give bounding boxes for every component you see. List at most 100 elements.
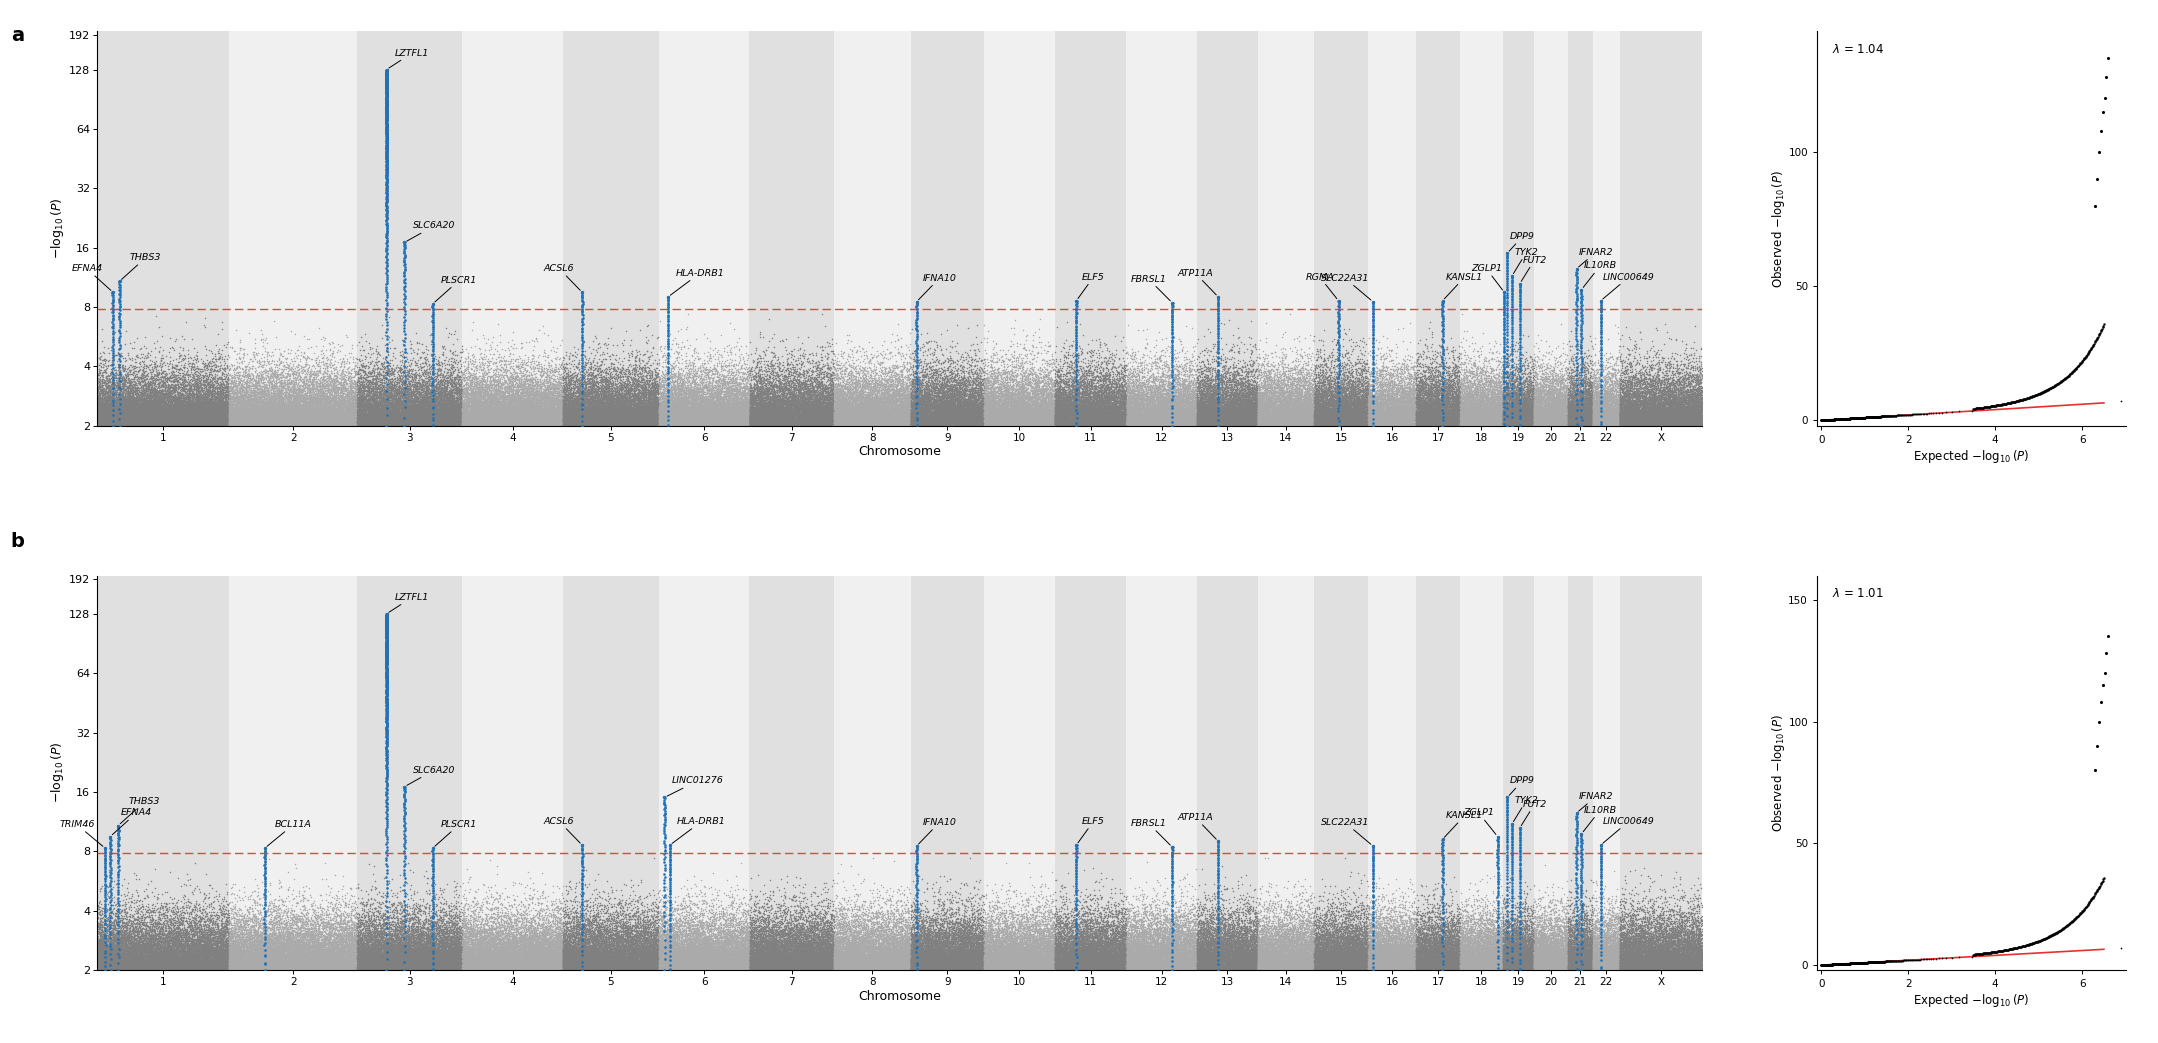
Point [606, 939, 641, 955]
Point [343, 396, 378, 413]
Point [436, 945, 470, 962]
Point [1319, 959, 1353, 975]
Point [755, 409, 790, 426]
Point [1101, 399, 1135, 416]
Point [555, 414, 589, 431]
Point [477, 413, 511, 430]
Point [229, 412, 263, 429]
Point [1416, 941, 1450, 957]
Point [1338, 417, 1372, 434]
Point [682, 955, 716, 972]
Point [164, 386, 199, 403]
Point [552, 384, 587, 401]
Point [837, 416, 872, 433]
Point [1183, 942, 1217, 959]
Point [803, 386, 837, 403]
Point [436, 952, 470, 969]
Point [1284, 939, 1319, 955]
Point [988, 961, 1023, 977]
Point [158, 416, 192, 433]
Point [611, 954, 645, 971]
Point [1573, 936, 1608, 952]
Point [1200, 414, 1234, 431]
Point [1349, 404, 1383, 420]
Point [527, 415, 561, 432]
Point [581, 956, 615, 973]
Point [1064, 935, 1098, 951]
Point [846, 935, 880, 951]
Point [796, 924, 831, 941]
Point [425, 941, 460, 957]
Point [1040, 367, 1075, 384]
Point [339, 415, 373, 432]
Point [811, 382, 846, 398]
Point [779, 947, 814, 964]
Point [168, 961, 203, 977]
Point [524, 959, 559, 975]
Point [880, 944, 915, 961]
Point [201, 941, 235, 957]
Point [660, 935, 695, 951]
Point [1148, 402, 1183, 418]
Point [814, 957, 848, 974]
Point [127, 949, 162, 966]
Point [276, 379, 311, 395]
Point [1293, 956, 1327, 973]
Point [1470, 945, 1504, 962]
Point [194, 405, 229, 421]
Point [669, 409, 704, 426]
Point [1860, 953, 1895, 970]
Point [615, 959, 650, 975]
Point [397, 377, 432, 393]
Point [216, 415, 250, 432]
Point [1135, 383, 1170, 399]
Point [1552, 949, 1586, 966]
Point [1340, 942, 1375, 959]
Point [1491, 413, 1526, 430]
Point [1135, 932, 1170, 949]
Point [1280, 389, 1314, 406]
Point [1189, 949, 1224, 966]
Point [1383, 955, 1418, 972]
Point [235, 414, 270, 431]
Point [643, 406, 678, 422]
Point [762, 949, 796, 966]
Point [408, 939, 442, 955]
Point [429, 364, 464, 381]
Point [1461, 391, 1495, 408]
Point [1405, 411, 1439, 428]
Point [1133, 944, 1167, 961]
Point [252, 954, 287, 971]
Point [1303, 939, 1338, 955]
Point [369, 646, 404, 662]
Point [1319, 388, 1353, 405]
Point [1055, 395, 1090, 412]
Point [80, 373, 114, 390]
Point [660, 951, 695, 968]
Point [1601, 378, 1636, 394]
Point [749, 415, 783, 432]
Point [552, 410, 587, 427]
Point [1079, 913, 1114, 929]
Point [1172, 913, 1206, 929]
Point [160, 904, 194, 921]
Point [1187, 941, 1221, 957]
Point [1040, 387, 1075, 404]
Point [304, 919, 339, 936]
Point [893, 961, 928, 977]
Point [1319, 943, 1353, 960]
Point [1226, 951, 1260, 968]
Point [421, 380, 455, 396]
Point [786, 414, 820, 431]
Point [704, 952, 738, 969]
Point [1355, 382, 1390, 398]
Point [1008, 383, 1042, 399]
Point [891, 412, 926, 429]
Point [1675, 961, 1709, 977]
Point [798, 928, 833, 945]
Point [190, 358, 224, 374]
Point [1116, 398, 1150, 415]
Point [1187, 938, 1221, 954]
Point [775, 937, 809, 953]
Point [216, 416, 250, 433]
